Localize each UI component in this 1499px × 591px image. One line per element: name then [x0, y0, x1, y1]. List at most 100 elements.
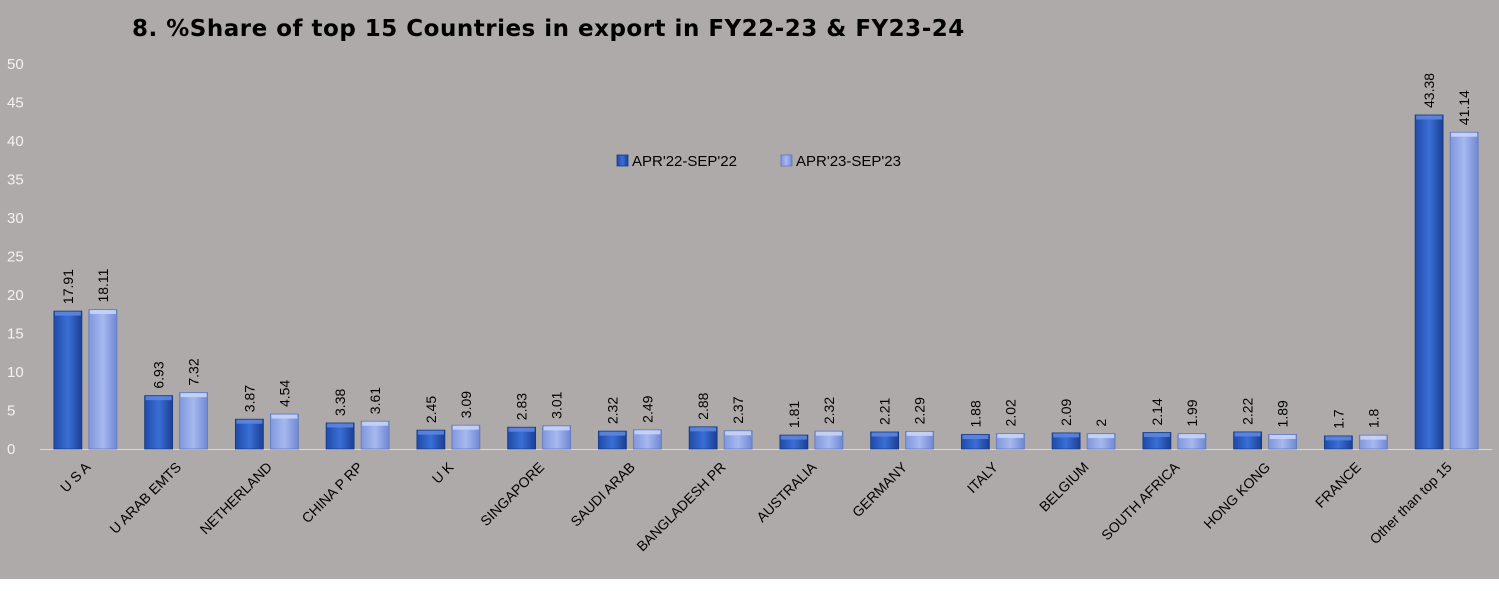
- data-label: 3.01: [549, 391, 565, 418]
- bar-cap: [1143, 433, 1170, 438]
- data-label: 3.38: [332, 389, 348, 416]
- bar-cap: [815, 431, 842, 436]
- category-label: HONG KONG: [1200, 459, 1273, 532]
- legend-swatch: [780, 154, 793, 167]
- y-tick-label: 50: [7, 56, 24, 73]
- data-label: 6.93: [151, 361, 167, 388]
- category-label: U K: [429, 458, 457, 486]
- bar-cap: [780, 435, 807, 440]
- bar-cap: [327, 423, 354, 428]
- bar-chart: 8. %Share of top 15 Countries in export …: [7, 16, 1492, 554]
- data-label: 2.14: [1149, 398, 1165, 425]
- data-label: 2.83: [514, 393, 530, 420]
- data-label: 2.09: [1058, 398, 1074, 425]
- y-tick-label: 0: [7, 441, 15, 458]
- bar-cap: [725, 431, 752, 436]
- bar-cap: [180, 393, 207, 398]
- data-label: 7.32: [186, 358, 202, 385]
- bar-fy23: [723, 430, 753, 450]
- bar-fy22: [1414, 114, 1444, 450]
- data-label: 2.22: [1240, 397, 1256, 424]
- y-tick-label: 45: [7, 95, 24, 112]
- bar-cap: [417, 430, 444, 435]
- bar-cap: [543, 426, 570, 431]
- bar-fy22: [507, 426, 537, 450]
- bar-fy22: [234, 418, 264, 450]
- bar-cap: [1053, 433, 1080, 438]
- y-tick-label: 5: [7, 403, 15, 420]
- data-label: 1.89: [1275, 400, 1291, 427]
- x-axis: U S A U ARAB EMTS NETHERLAND CHINA P RP U K S…: [57, 458, 1455, 554]
- category-label: SAUDI ARAB: [567, 459, 638, 530]
- bar-cap: [1360, 435, 1387, 440]
- bar-cap: [997, 433, 1024, 438]
- data-label: 17.91: [60, 269, 76, 304]
- category-label: BELGIUM: [1036, 459, 1092, 515]
- bar-fy23: [451, 424, 481, 450]
- bar-cap: [54, 311, 81, 316]
- bar-cap: [1325, 436, 1352, 441]
- bar-fy23: [1449, 131, 1479, 450]
- category-label: U ARAB EMTS: [106, 459, 184, 537]
- bar-cap: [145, 396, 172, 401]
- category-label: GERMANY: [849, 458, 911, 520]
- data-labels: 17.91 18.11 6.93 7.32 3.87 4.54 3.38 3.61 2.45 3.…: [60, 73, 1472, 429]
- bar-cap: [236, 419, 263, 424]
- data-label: 2.21: [877, 398, 893, 425]
- data-label: 2.45: [423, 396, 439, 423]
- data-label: 2.49: [639, 395, 655, 422]
- data-label: 3.87: [241, 385, 257, 412]
- bar-fy23: [542, 425, 572, 450]
- bar-cap: [452, 425, 479, 430]
- bar-cap: [508, 427, 535, 432]
- bar-cap: [871, 432, 898, 437]
- y-tick-label: 25: [7, 249, 24, 266]
- category-label: SOUTH AFRICA: [1098, 458, 1183, 543]
- y-tick-label: 30: [7, 210, 24, 227]
- bar-fy22: [144, 395, 174, 450]
- bar-fy23: [632, 429, 662, 450]
- data-label: 1.8: [1365, 408, 1381, 428]
- bars: [53, 114, 1479, 450]
- data-label: 2.29: [912, 397, 928, 424]
- category-label: AUSTRALIA: [753, 458, 820, 525]
- data-label: 43.38: [1421, 73, 1437, 108]
- legend-label: APR'23-SEP'23: [796, 153, 901, 170]
- category-label: CHINA P RP: [298, 459, 365, 526]
- data-label: 2.88: [695, 392, 711, 419]
- bar-cap: [1234, 432, 1261, 437]
- bar-cap: [89, 310, 116, 315]
- y-tick-label: 20: [7, 287, 24, 304]
- bar-fy22: [53, 310, 83, 450]
- data-label: 1.7: [1330, 409, 1346, 429]
- bar-fy23: [179, 392, 209, 450]
- bar-cap: [271, 414, 298, 419]
- legend-label: APR'22-SEP'22: [632, 153, 737, 170]
- legend: APR'22-SEP'22 APR'23-SEP'23: [616, 153, 901, 170]
- bar-cap: [1269, 434, 1296, 439]
- category-label: BANGLADESH PR: [633, 459, 728, 554]
- bar-fy23: [88, 309, 118, 450]
- chart-title: 8. %Share of top 15 Countries in export …: [132, 16, 965, 42]
- data-label: 1.81: [786, 401, 802, 428]
- data-label: 2.02: [1002, 399, 1018, 426]
- data-label: 3.09: [458, 391, 474, 418]
- chart-area: 8. %Share of top 15 Countries in export …: [0, 0, 1499, 579]
- bar-fy22: [416, 429, 446, 450]
- bar-cap: [690, 427, 717, 432]
- data-label: 18.11: [95, 268, 111, 302]
- bar-cap: [906, 431, 933, 436]
- category-label: FRANCE: [1312, 459, 1364, 511]
- data-label: 41.14: [1456, 90, 1472, 125]
- category-label: SINGAPORE: [477, 459, 547, 529]
- category-label: Other than top 15: [1366, 459, 1455, 548]
- data-label: 2.37: [730, 396, 746, 423]
- bar-cap: [1088, 434, 1115, 439]
- y-tick-label: 35: [7, 172, 24, 189]
- data-label: 3.61: [367, 387, 383, 414]
- bar-fy22: [688, 426, 718, 450]
- y-tick-label: 15: [7, 326, 24, 343]
- bar-cap: [1416, 115, 1443, 120]
- data-label: 4.54: [276, 380, 292, 407]
- legend-swatch: [616, 154, 629, 167]
